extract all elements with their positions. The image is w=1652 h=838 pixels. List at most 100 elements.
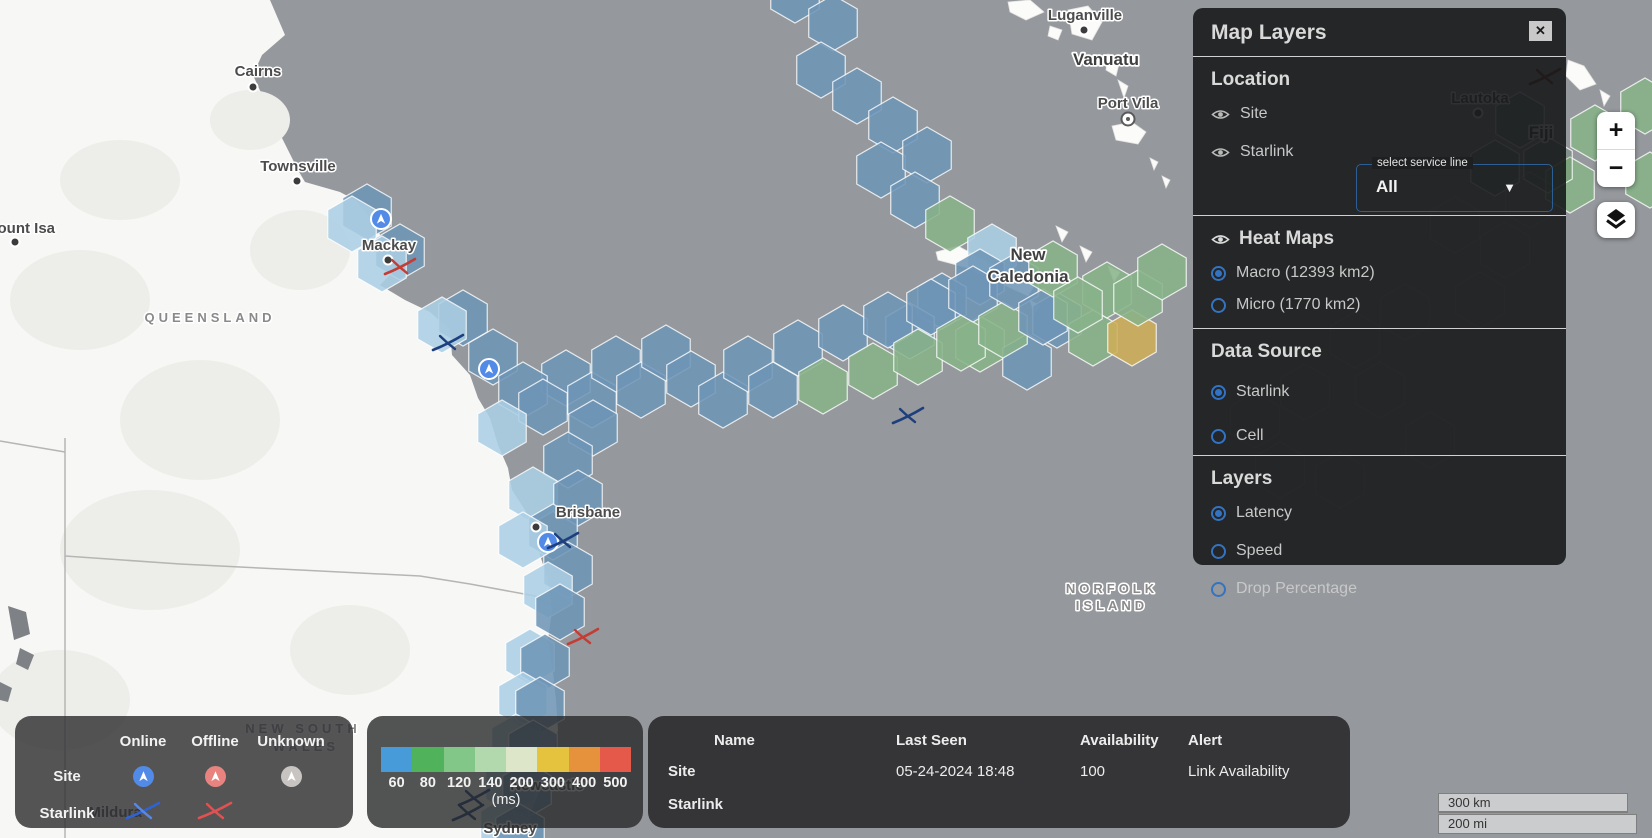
land-texture — [10, 250, 150, 350]
map-label: Luganville — [1048, 7, 1122, 24]
hex-cell-g[interactable] — [798, 357, 848, 415]
radio-icon — [1211, 384, 1226, 400]
latency-color-segment — [506, 747, 538, 772]
hex-cell-g[interactable] — [1053, 276, 1103, 334]
island — [0, 682, 12, 702]
site-last-seen: 05-24-2024 18:48 — [896, 762, 1015, 780]
radio-micro[interactable]: Micro (1770 km2) — [1211, 296, 1548, 314]
latency-color-segment — [412, 747, 444, 772]
map-label: Cairns — [235, 63, 282, 80]
toggle-starlink[interactable]: Starlink — [1211, 143, 1548, 161]
state-border-line — [0, 440, 66, 453]
radio-source-cell[interactable]: Cell — [1211, 427, 1548, 445]
zoom-out-button[interactable]: − — [1597, 149, 1635, 187]
latency-color-bar — [381, 747, 631, 772]
map-label: Port Vila — [1098, 95, 1159, 112]
island — [1067, 5, 1103, 41]
land-texture — [290, 605, 410, 695]
radio-layer-latency[interactable]: Latency — [1211, 504, 1548, 522]
starlink-marker-navy[interactable] — [891, 406, 925, 425]
toggle-site[interactable]: Site — [1211, 105, 1548, 123]
heat-maps-heading-label: Heat Maps — [1239, 228, 1335, 249]
starlink-marker-red[interactable] — [566, 627, 600, 646]
island — [1079, 245, 1093, 263]
latency-color-segment — [568, 747, 600, 772]
legend-row-site: Site — [53, 767, 81, 785]
land-texture — [120, 360, 280, 480]
radio-label: Cell — [1236, 427, 1264, 444]
map-label: Mackay — [362, 237, 417, 254]
latency-tick: 300 — [540, 775, 565, 791]
basemap-layers-button[interactable] — [1597, 202, 1635, 238]
island — [1149, 157, 1159, 172]
island — [1599, 89, 1611, 108]
radio-icon — [1211, 428, 1226, 444]
radio-label: Drop Percentage — [1236, 580, 1357, 597]
map-label: Mount Isa — [0, 220, 56, 237]
latency-color-segment — [381, 747, 413, 772]
service-line-select-label: select service line — [1372, 157, 1473, 169]
land-texture — [250, 210, 350, 290]
hex-cell-g[interactable] — [925, 195, 975, 253]
col-header-availability: Availability — [1080, 731, 1159, 749]
legend-col-online: Online — [119, 732, 167, 750]
starlink-marker-navy[interactable] — [431, 333, 465, 352]
starlink-marker-red[interactable] — [383, 257, 417, 276]
latency-tick-labels: 60 80 120 140 200 300 400 500 — [381, 775, 631, 791]
map-label: Vanuatu — [1073, 50, 1139, 69]
service-line-select[interactable]: select service line All ▼ — [1356, 157, 1553, 212]
map-label: Caledonia — [987, 267, 1069, 286]
map-label: New — [1011, 245, 1047, 264]
island — [1007, 0, 1045, 21]
chevron-down-icon: ▼ — [1503, 180, 1516, 195]
radio-icon — [1211, 543, 1226, 559]
status-legend: Online Offline Unknown Site Starlink — [15, 716, 353, 828]
latency-tick: 500 — [603, 775, 628, 791]
zoom-in-button[interactable]: + — [1608, 116, 1624, 144]
island — [1047, 25, 1063, 41]
location-item-label: Site — [1240, 105, 1268, 122]
hex-cell-b[interactable] — [535, 583, 585, 641]
eye-icon — [1211, 146, 1230, 159]
island — [1055, 225, 1069, 243]
starlink-offline-icon — [195, 800, 235, 827]
hex-cell-l[interactable] — [357, 235, 407, 293]
radio-icon — [1211, 581, 1226, 597]
site-marker-online[interactable] — [370, 208, 392, 230]
location-section: Location Site Starlink select service li… — [1193, 57, 1566, 215]
radio-macro[interactable]: Macro (12393 km2) — [1211, 264, 1548, 282]
data-source-section: Data Source Starlink Cell — [1193, 329, 1566, 455]
hex-cell-g[interactable] — [1137, 243, 1187, 301]
hex-cell-g[interactable] — [1028, 240, 1078, 298]
island — [1161, 175, 1171, 190]
starlink-marker-navy[interactable] — [546, 531, 580, 550]
close-icon[interactable]: ✕ — [1529, 21, 1552, 41]
service-line-selected-value: All — [1376, 177, 1398, 196]
legend-col-unknown: Unknown — [257, 732, 325, 750]
hex-cell-b[interactable] — [518, 378, 568, 436]
radio-label: Speed — [1236, 542, 1283, 559]
latency-color-segment — [443, 747, 475, 772]
map-label: QUEENSLAND — [144, 310, 275, 325]
hex-cell-l[interactable] — [477, 399, 527, 457]
starlink-online-icon — [123, 800, 163, 827]
site-marker-online[interactable] — [478, 358, 500, 380]
layers-heading: Layers — [1211, 468, 1273, 489]
radio-source-starlink[interactable]: Starlink — [1211, 383, 1548, 401]
land-texture — [60, 140, 180, 220]
radio-label: Micro (1770 km2) — [1236, 296, 1361, 313]
hex-cell-y[interactable] — [1107, 309, 1157, 367]
latency-tick: 140 — [478, 775, 503, 791]
hex-cell-b[interactable] — [770, 0, 820, 24]
radio-layer-speed[interactable]: Speed — [1211, 542, 1548, 560]
land-texture — [60, 490, 240, 610]
heat-maps-heading: Heat Maps — [1211, 228, 1548, 250]
island — [1565, 59, 1597, 91]
island — [1105, 53, 1121, 77]
eye-icon[interactable] — [1211, 233, 1230, 246]
city-dot-marker — [1078, 24, 1090, 36]
radio-label: Macro (12393 km2) — [1236, 264, 1375, 281]
radio-icon — [1211, 505, 1226, 521]
radio-layer-drop[interactable]: Drop Percentage — [1211, 580, 1548, 598]
hex-cell-b[interactable] — [832, 67, 882, 125]
